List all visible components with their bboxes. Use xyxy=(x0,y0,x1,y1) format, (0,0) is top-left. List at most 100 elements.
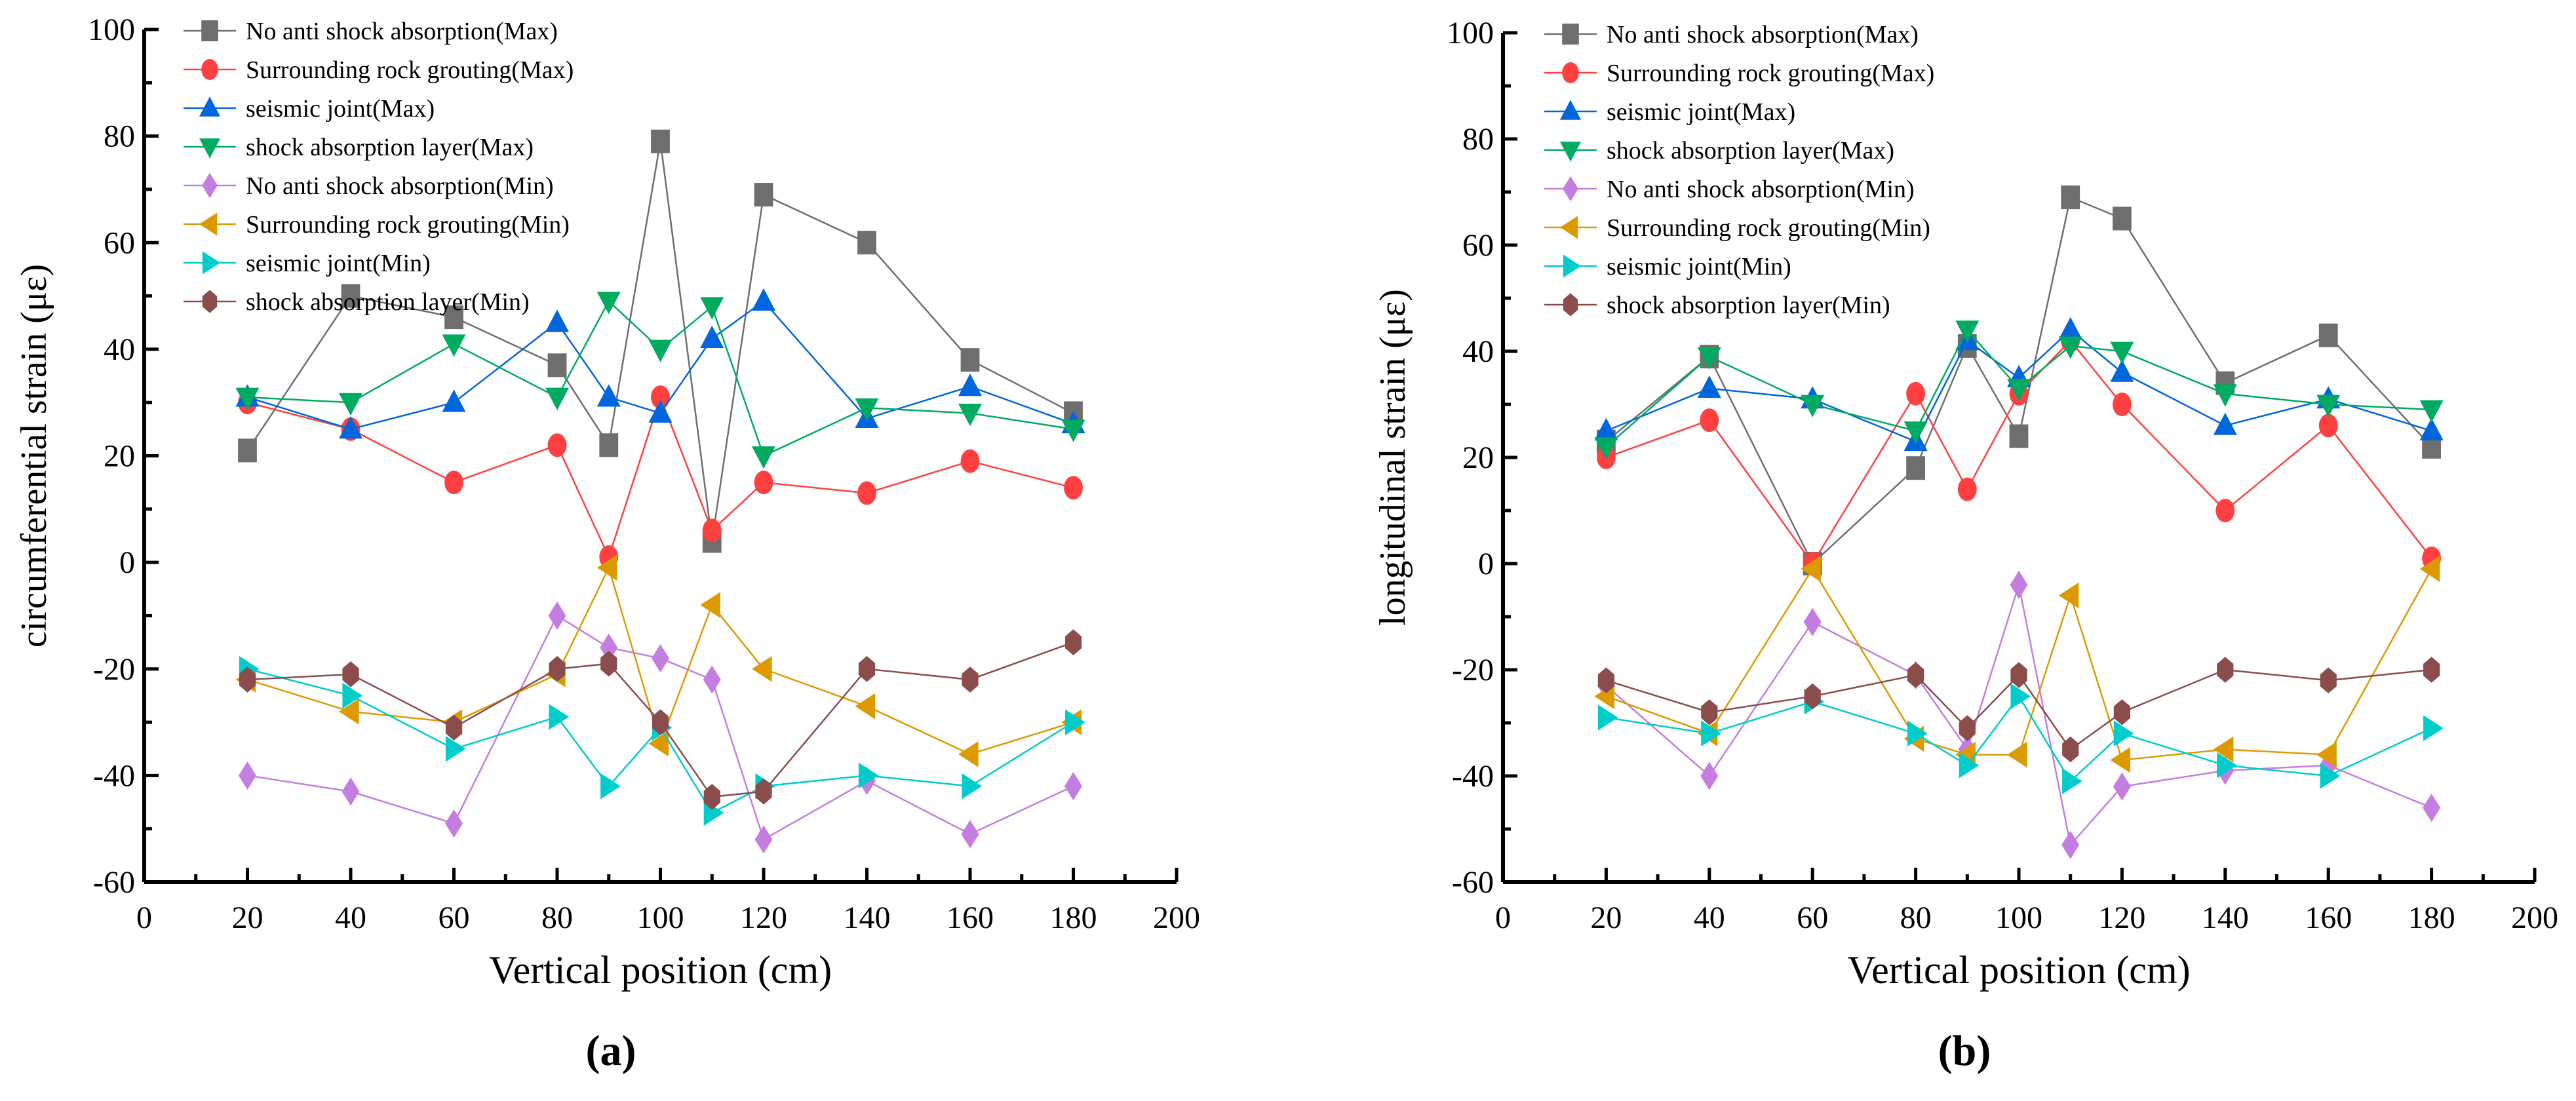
legend-label: seismic joint(Min) xyxy=(1607,253,1791,280)
series-line xyxy=(247,299,1074,457)
data-point xyxy=(1597,667,1614,693)
legend-marker xyxy=(1560,142,1581,162)
data-point xyxy=(2318,323,2338,347)
data-point xyxy=(1959,752,1980,779)
data-point xyxy=(548,601,566,630)
data-point xyxy=(1597,705,1618,731)
data-point xyxy=(549,704,569,730)
data-point xyxy=(1955,320,1980,343)
data-point xyxy=(339,416,362,439)
legend-marker xyxy=(1563,293,1578,317)
data-point xyxy=(858,655,876,682)
data-point xyxy=(2113,393,2132,416)
y-tick-label: 80 xyxy=(1462,122,1494,157)
x-axis-title: Vertical position (cm) xyxy=(489,948,832,992)
y-tick-label: -40 xyxy=(93,758,135,793)
data-point xyxy=(2316,741,2337,768)
data-point xyxy=(2058,582,2079,609)
data-point xyxy=(596,384,621,407)
data-point xyxy=(700,297,724,320)
legend-label: No anti shock absorption(Min) xyxy=(1607,176,1915,203)
x-tick-label: 20 xyxy=(1590,900,1622,935)
data-point xyxy=(1697,347,1721,370)
data-point xyxy=(855,398,879,421)
data-point xyxy=(2423,794,2441,822)
data-point xyxy=(648,400,673,423)
legend-label: Surrounding rock grouting(Max) xyxy=(246,56,574,84)
data-point xyxy=(341,284,361,308)
data-point xyxy=(339,393,362,415)
data-point xyxy=(961,820,979,849)
data-point xyxy=(342,661,359,687)
legend: No anti shock absorption(Max) Surrounding… xyxy=(184,18,574,316)
data-point xyxy=(600,773,621,800)
legend-marker xyxy=(201,59,218,80)
data-point xyxy=(2110,359,2134,382)
y-tick-label: 100 xyxy=(88,12,135,47)
legend-label: No anti shock absorption(Max) xyxy=(246,18,558,45)
data-point xyxy=(958,404,982,427)
legend-marker xyxy=(202,290,218,313)
data-point xyxy=(2215,499,2235,522)
data-point xyxy=(1064,476,1083,500)
data-point xyxy=(2007,741,2027,768)
y-tick-label: -20 xyxy=(93,652,135,687)
data-point xyxy=(651,129,670,153)
data-point xyxy=(342,682,362,709)
data-point xyxy=(2009,424,2029,448)
y-tick-label: 100 xyxy=(1447,16,1494,50)
data-point xyxy=(342,777,360,806)
x-tick-label: 40 xyxy=(335,900,366,935)
data-point xyxy=(1064,709,1085,735)
y-axis-title: circumferential strain (με) xyxy=(14,264,54,647)
x-tick-label: 160 xyxy=(2305,900,2352,935)
data-point xyxy=(962,666,979,693)
data-point xyxy=(2320,667,2337,693)
series-4 xyxy=(1597,570,2441,859)
data-point xyxy=(754,183,773,207)
data-point xyxy=(1957,477,1977,501)
legend-label: seismic joint(Min) xyxy=(246,250,431,277)
legend-label: No anti shock absorption(Min) xyxy=(246,172,554,200)
data-point xyxy=(547,433,567,457)
y-tick-label: 0 xyxy=(1478,547,1494,581)
data-point xyxy=(2419,417,2444,440)
data-point xyxy=(960,348,980,372)
data-point xyxy=(2113,772,2131,801)
y-axis-title: longitudinal strain (με) xyxy=(1373,289,1413,626)
legend-label: shock absorption layer(Max) xyxy=(246,134,534,161)
series-7 xyxy=(1597,657,2440,763)
y-tick-label: 60 xyxy=(104,225,135,260)
data-point xyxy=(2058,317,2082,339)
y-tick-label: 0 xyxy=(119,545,135,580)
data-point xyxy=(445,809,463,838)
legend-label: Surrounding rock grouting(Min) xyxy=(246,211,570,239)
data-point xyxy=(2423,657,2440,683)
data-point xyxy=(754,825,773,854)
data-point xyxy=(1700,762,1719,790)
series-3 xyxy=(235,292,1085,469)
legend-marker xyxy=(199,212,218,236)
data-point xyxy=(2010,683,2031,710)
data-point xyxy=(855,693,876,720)
data-point xyxy=(960,449,980,473)
data-point xyxy=(755,778,772,805)
legend-marker xyxy=(1560,100,1581,120)
x-tick-label: 140 xyxy=(844,900,891,935)
x-tick-label: 100 xyxy=(637,900,684,935)
data-point xyxy=(958,373,982,396)
y-tick-label: -20 xyxy=(1452,653,1494,687)
data-point xyxy=(700,592,720,618)
data-point xyxy=(239,666,256,693)
data-point xyxy=(2010,662,2027,688)
x-tick-label: 180 xyxy=(2408,900,2455,935)
y-tick-label: -40 xyxy=(1452,759,1494,794)
data-point xyxy=(1803,608,1822,636)
x-tick-label: 40 xyxy=(1694,900,1725,935)
x-axis-title: Vertical position (cm) xyxy=(1847,948,2190,992)
data-point xyxy=(962,773,982,800)
x-tick-label: 100 xyxy=(1995,900,2042,935)
legend-marker xyxy=(1563,254,1581,278)
y-tick-label: 20 xyxy=(104,439,135,474)
data-point xyxy=(442,334,466,357)
